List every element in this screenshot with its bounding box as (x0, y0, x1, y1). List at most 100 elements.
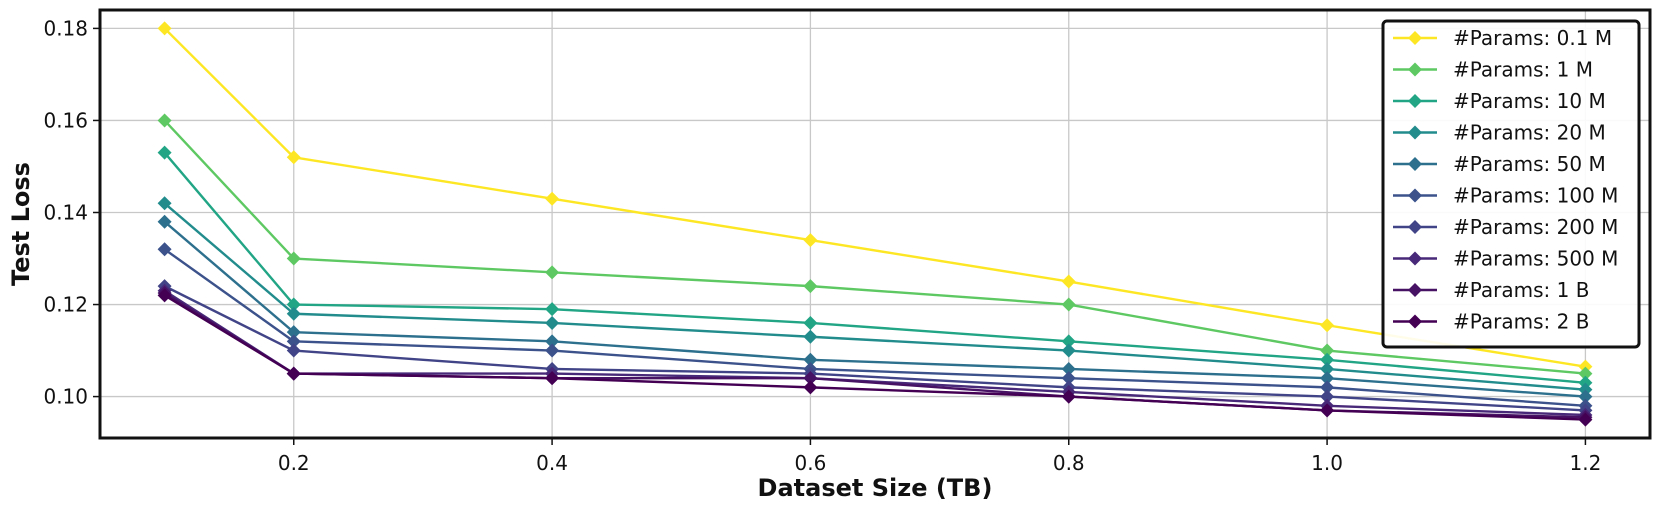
data-point (286, 251, 301, 266)
legend-label: #Params: 50 M (1453, 152, 1606, 176)
data-point (803, 371, 818, 386)
legend-label: #Params: 0.1 M (1453, 26, 1612, 50)
legend-item: #Params: 1 M (1393, 58, 1593, 82)
data-point (1578, 366, 1593, 381)
data-point (1320, 361, 1335, 376)
x-tick-label: 1.0 (1311, 451, 1343, 475)
x-axis-title: Dataset Size (TB) (758, 474, 993, 502)
series-line-1 (157, 21, 1593, 374)
series-line-4 (157, 196, 1593, 397)
data-point (545, 315, 560, 330)
data-point (157, 145, 172, 160)
legend-item: #Params: 2 B (1393, 310, 1589, 334)
legend-item: #Params: 20 M (1393, 121, 1606, 145)
data-point (157, 242, 172, 257)
data-point (1578, 412, 1593, 427)
y-tick-label: 0.18 (43, 16, 88, 40)
legend-marker (1408, 157, 1422, 171)
data-point (1061, 274, 1076, 289)
legend-label: #Params: 500 M (1453, 247, 1618, 271)
y-axis-ticks: 0.10 0.12 0.14 0.16 0.18 (43, 16, 100, 409)
legend-label: #Params: 100 M (1453, 184, 1618, 208)
data-point (1578, 389, 1593, 404)
data-point (1061, 361, 1076, 376)
data-point (286, 297, 301, 312)
data-point (1320, 343, 1335, 358)
data-point (286, 334, 301, 349)
x-tick-label: 0.4 (536, 451, 568, 475)
legend-marker (1408, 62, 1422, 77)
data-point (803, 352, 818, 367)
series-group (157, 21, 1593, 427)
y-tick-label: 0.12 (43, 293, 88, 317)
x-tick-label: 1.2 (1570, 451, 1602, 475)
data-point (545, 191, 560, 206)
legend-item: #Params: 50 M (1393, 152, 1606, 176)
legend-marker (1408, 94, 1422, 108)
data-point (545, 302, 560, 317)
data-point (803, 329, 818, 344)
data-point (157, 21, 172, 36)
legend-marker (1408, 314, 1422, 329)
series-line (163, 151, 1586, 384)
series-line-2 (157, 113, 1593, 381)
legend-marker (1408, 188, 1422, 203)
x-tick-label: 0.2 (278, 451, 310, 475)
series-line-10 (157, 288, 1593, 427)
legend-item: #Params: 500 M (1393, 247, 1618, 271)
legend-label: #Params: 2 B (1453, 310, 1589, 334)
data-point (545, 343, 560, 358)
legend-label: #Params: 200 M (1453, 215, 1618, 239)
data-point (1320, 371, 1335, 386)
data-point (157, 113, 172, 128)
legend-item: #Params: 0.1 M (1393, 26, 1612, 50)
legend-marker (1408, 251, 1422, 266)
y-axis-title: Test Loss (7, 162, 35, 286)
data-point (803, 279, 818, 294)
legend-marker (1408, 220, 1422, 234)
data-point (157, 288, 172, 303)
y-tick-label: 0.14 (43, 200, 88, 224)
data-point (1320, 389, 1335, 404)
plot-frame (98, 8, 1652, 440)
legend-marker (1408, 283, 1422, 297)
data-point (1061, 334, 1076, 349)
data-point (1320, 352, 1335, 367)
data-point (1061, 389, 1076, 404)
x-axis-ticks: 0.2 0.4 0.6 0.8 1.0 1.2 (278, 438, 1601, 475)
data-point (545, 265, 560, 280)
y-tick-label: 0.10 (43, 385, 88, 409)
data-point (1320, 318, 1335, 333)
data-point (286, 343, 301, 358)
legend-label: #Params: 1 M (1453, 58, 1593, 82)
data-point (1061, 297, 1076, 312)
series-line-5 (157, 214, 1593, 404)
data-point (803, 233, 818, 248)
data-point (286, 150, 301, 165)
legend-marker (1408, 31, 1422, 45)
data-point (1061, 343, 1076, 358)
data-point (286, 325, 301, 340)
data-point (803, 380, 818, 395)
legend-item: #Params: 200 M (1393, 215, 1618, 239)
legend-item: #Params: 10 M (1393, 89, 1606, 113)
data-point (157, 214, 172, 229)
legend-box (1381, 19, 1641, 349)
data-point (803, 315, 818, 330)
data-point (545, 334, 560, 349)
data-point (157, 196, 172, 211)
data-point (1320, 403, 1335, 418)
series-line-3 (157, 145, 1593, 390)
legend-item: #Params: 100 M (1393, 184, 1618, 208)
x-tick-label: 0.8 (1053, 451, 1085, 475)
legend-label: #Params: 10 M (1453, 89, 1606, 113)
data-point (1061, 371, 1076, 386)
data-point (286, 366, 301, 381)
data-point (286, 306, 301, 321)
legend-marker (1408, 125, 1422, 140)
legend-item: #Params: 1 B (1393, 278, 1589, 302)
legend-label: #Params: 20 M (1453, 121, 1606, 145)
data-point (545, 371, 560, 386)
y-tick-label: 0.16 (43, 108, 88, 132)
